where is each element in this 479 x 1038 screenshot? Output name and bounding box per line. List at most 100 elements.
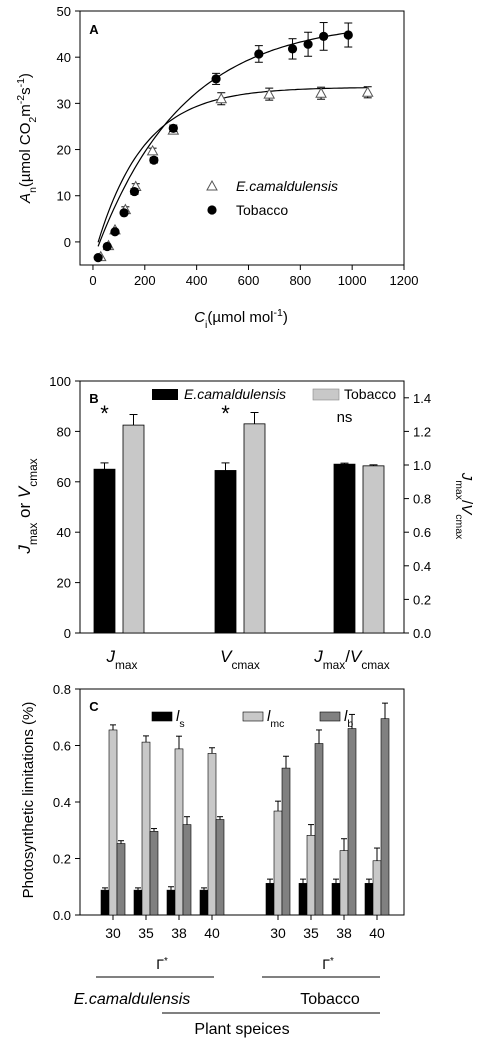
y-axis-label-left-part: or: [15, 498, 34, 523]
y-tick-label: 0.6: [53, 739, 71, 754]
y-tick-label-right: 0.0: [413, 626, 431, 641]
x-category-label-part: max: [323, 658, 346, 672]
y-axis-label-part: -2: [15, 95, 27, 104]
panel-label: C: [89, 699, 99, 714]
y-tick-label: 0.4: [53, 795, 71, 810]
y-tick-label-right: 1.4: [413, 391, 431, 406]
legend-swatch-b: [319, 711, 341, 722]
panel-label: A: [89, 22, 99, 37]
x-category-label-part: cmax: [361, 658, 389, 672]
bar-s: [364, 883, 374, 916]
bar-mc: [339, 850, 349, 916]
group-label-tobacco: Tobacco: [300, 991, 360, 1008]
x-category-label-part: V: [220, 647, 233, 666]
x-category-label-part: V: [350, 647, 363, 666]
bar-ecam: [333, 463, 356, 634]
y-axis-label-right-part: J: [458, 472, 475, 481]
bar-b: [116, 843, 126, 916]
x-tick-label: 30: [270, 925, 286, 941]
bar-b: [314, 743, 324, 916]
y-tick-label: 0: [64, 235, 71, 250]
y-axis-label-right-part: V: [458, 504, 475, 516]
x-tick-label: 40: [369, 925, 385, 941]
significance-label: *: [221, 401, 230, 426]
gamma-star-label-part: *: [164, 956, 168, 967]
gamma-star-label-part: Γ: [156, 956, 164, 972]
gamma-star-label-part: *: [330, 956, 334, 967]
legend-label-b: lb: [344, 708, 353, 730]
y-tick-label: 50: [57, 4, 71, 19]
bar-s: [199, 889, 209, 916]
data-point-tobacco: [119, 208, 129, 218]
bar-s: [331, 883, 341, 916]
bar-mc: [372, 860, 382, 916]
y-tick-label-left: 60: [57, 475, 71, 490]
y-tick-label: 40: [57, 50, 71, 65]
data-point-tobacco: [168, 123, 178, 133]
y-axis-label-part: n: [27, 187, 39, 193]
y-tick-label: 20: [57, 143, 71, 158]
data-point-tobacco: [254, 49, 264, 59]
y-tick-label: 30: [57, 96, 71, 111]
legend-label-b-part: l: [344, 708, 348, 725]
legend-label-mc-part: l: [267, 708, 271, 725]
data-point-tobacco: [149, 155, 159, 165]
bar-mc: [108, 729, 118, 916]
data-point-tobacco: [129, 186, 140, 197]
legend-swatch-s: [151, 711, 173, 722]
bar-ecam: [93, 468, 116, 634]
bar-tobacco: [122, 424, 145, 634]
gamma-star-label: Γ*: [156, 956, 168, 973]
data-point-tobacco: [343, 30, 353, 40]
legend-marker-tobacco: [207, 205, 217, 215]
bar-s: [166, 889, 176, 916]
x-tick-label: 800: [289, 273, 311, 288]
legend-label-s-part: l: [176, 708, 180, 725]
bar-b: [281, 767, 291, 916]
legend-label-tobacco: Tobacco: [344, 386, 396, 402]
bar-tobacco: [362, 465, 385, 634]
legend-swatch-mc: [242, 711, 264, 722]
y-tick-label: 0.8: [53, 682, 71, 697]
x-axis-label: Ci(µmol mol-1): [194, 307, 288, 331]
x-axis-label-part: -1: [274, 307, 283, 319]
y-axis-label-part: (µmol CO: [17, 123, 34, 187]
bar-b: [380, 718, 390, 916]
x-axis-label-part: i: [205, 319, 207, 331]
y-tick-label-left: 40: [57, 525, 71, 540]
x-tick-label: 400: [186, 273, 208, 288]
x-category-label-part: J: [313, 647, 323, 666]
y-axis-label-part: 2: [27, 117, 39, 123]
data-point-tobacco: [319, 31, 329, 41]
data-point-tobacco: [303, 39, 313, 49]
x-category-label: Jmax/Vcmax: [313, 647, 390, 672]
x-category-label-part: max: [115, 658, 138, 672]
y-axis-label-right-part: max: [453, 480, 465, 501]
bar-s: [265, 883, 275, 916]
x-category-label: Jmax: [106, 647, 138, 672]
data-point-tobacco: [211, 74, 221, 84]
y-axis-label: An(µmol CO2m-2s-1): [15, 73, 39, 204]
bar-s: [100, 889, 110, 916]
y-tick-label-right: 0.2: [413, 592, 431, 607]
y-tick-label-right: 0.6: [413, 525, 431, 540]
gamma-star-label-part: Γ: [322, 956, 330, 972]
group-label-ecam: E.camaldulensis: [74, 991, 191, 1008]
legend-swatch-tobacco: [312, 388, 340, 401]
x-axis-label-part: ): [283, 309, 288, 326]
bar-ecam: [214, 470, 237, 634]
y-axis-label-left-part: V: [15, 485, 34, 498]
x-axis-label-part: C: [194, 309, 205, 326]
data-point-ecam: [263, 88, 276, 99]
data-point-ecam: [315, 87, 327, 98]
data-point-tobacco: [93, 253, 103, 263]
bar-s: [298, 883, 308, 916]
y-axis-label-left: Jmax or Vcmax: [15, 458, 40, 554]
bar-tobacco: [243, 423, 266, 634]
bar-b: [215, 819, 225, 916]
bar-mc: [273, 810, 283, 916]
bar-mc: [207, 753, 217, 916]
bar-b: [149, 831, 159, 916]
